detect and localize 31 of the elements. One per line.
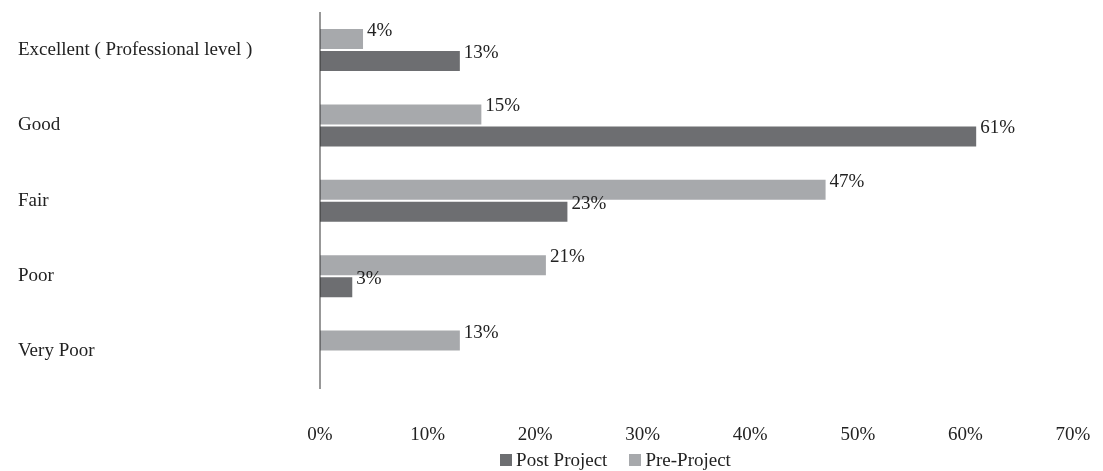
data-label: 15% (485, 94, 521, 116)
bar (320, 104, 482, 125)
y-tick-label: Very Poor (18, 339, 96, 361)
data-label: 3% (356, 267, 382, 289)
legend-label: Pre-Project (644, 449, 731, 471)
data-label: 21% (549, 245, 585, 267)
y-tick-label: Good (18, 113, 61, 135)
bar (320, 277, 353, 298)
x-tick-label: 70% (1055, 423, 1091, 445)
x-tick-label: 60% (948, 423, 984, 445)
data-label: 13% (463, 41, 499, 62)
x-tick-label: 20% (517, 423, 553, 445)
x-tick-label: 30% (625, 423, 661, 445)
bar (320, 29, 364, 49)
x-tick-label: 40% (732, 423, 768, 445)
bar (320, 330, 460, 351)
x-tick-label: 0% (307, 423, 333, 445)
y-tick-label: Poor (18, 263, 55, 285)
bar (320, 51, 460, 71)
data-label: 61% (980, 116, 1016, 138)
data-label: 4% (367, 19, 393, 40)
data-label: 13% (463, 320, 499, 342)
y-tick-label: Excellent ( Professional level ) (18, 37, 253, 60)
data-label: 47% (829, 169, 865, 191)
legend-label: Post Project (515, 449, 608, 471)
bar (320, 126, 977, 147)
y-tick-label: Fair (18, 188, 50, 210)
data-label: 23% (571, 191, 607, 213)
x-tick-label: 10% (410, 423, 446, 445)
x-tick-label: 50% (840, 423, 876, 445)
bar (320, 201, 568, 222)
